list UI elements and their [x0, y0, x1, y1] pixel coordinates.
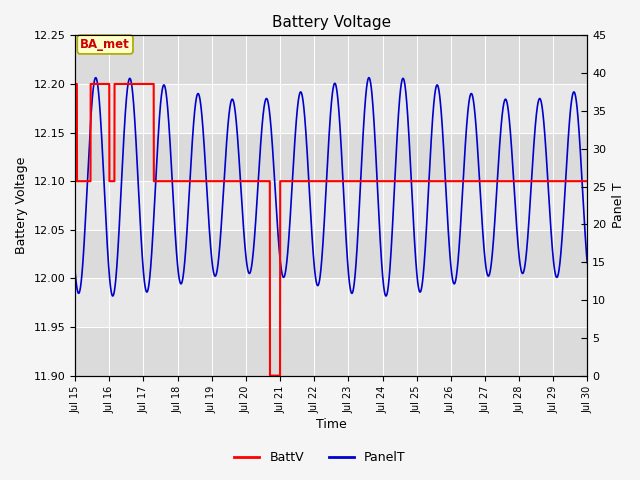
Text: BA_met: BA_met	[80, 38, 130, 51]
Bar	[75, 230, 588, 278]
Legend: BattV, PanelT: BattV, PanelT	[229, 446, 411, 469]
Bar	[75, 36, 588, 84]
Bar	[75, 327, 588, 376]
X-axis label: Time: Time	[316, 419, 347, 432]
Y-axis label: Panel T: Panel T	[612, 183, 625, 228]
Title: Battery Voltage: Battery Voltage	[272, 15, 391, 30]
Bar	[75, 132, 588, 181]
Y-axis label: Battery Voltage: Battery Voltage	[15, 157, 28, 254]
